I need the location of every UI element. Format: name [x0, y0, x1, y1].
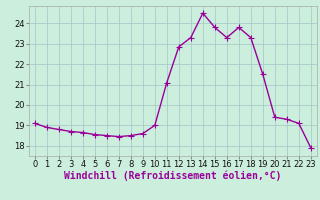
- X-axis label: Windchill (Refroidissement éolien,°C): Windchill (Refroidissement éolien,°C): [64, 171, 282, 181]
